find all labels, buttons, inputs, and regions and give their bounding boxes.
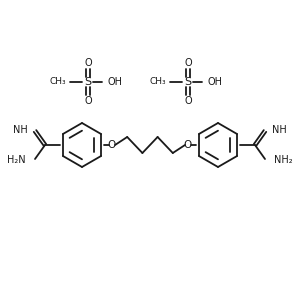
Text: O: O	[108, 140, 116, 150]
Text: O: O	[84, 96, 92, 106]
Text: O: O	[184, 140, 192, 150]
Text: NH: NH	[13, 125, 28, 135]
Text: S: S	[184, 77, 192, 87]
Text: OH: OH	[208, 77, 223, 87]
Text: OH: OH	[108, 77, 123, 87]
Text: NH₂: NH₂	[274, 155, 292, 165]
Text: O: O	[84, 58, 92, 68]
Text: H₂N: H₂N	[8, 155, 26, 165]
Text: O: O	[184, 96, 192, 106]
Text: S: S	[84, 77, 92, 87]
Text: O: O	[184, 58, 192, 68]
Text: CH₃: CH₃	[50, 77, 66, 86]
Text: CH₃: CH₃	[149, 77, 166, 86]
Text: NH: NH	[272, 125, 287, 135]
